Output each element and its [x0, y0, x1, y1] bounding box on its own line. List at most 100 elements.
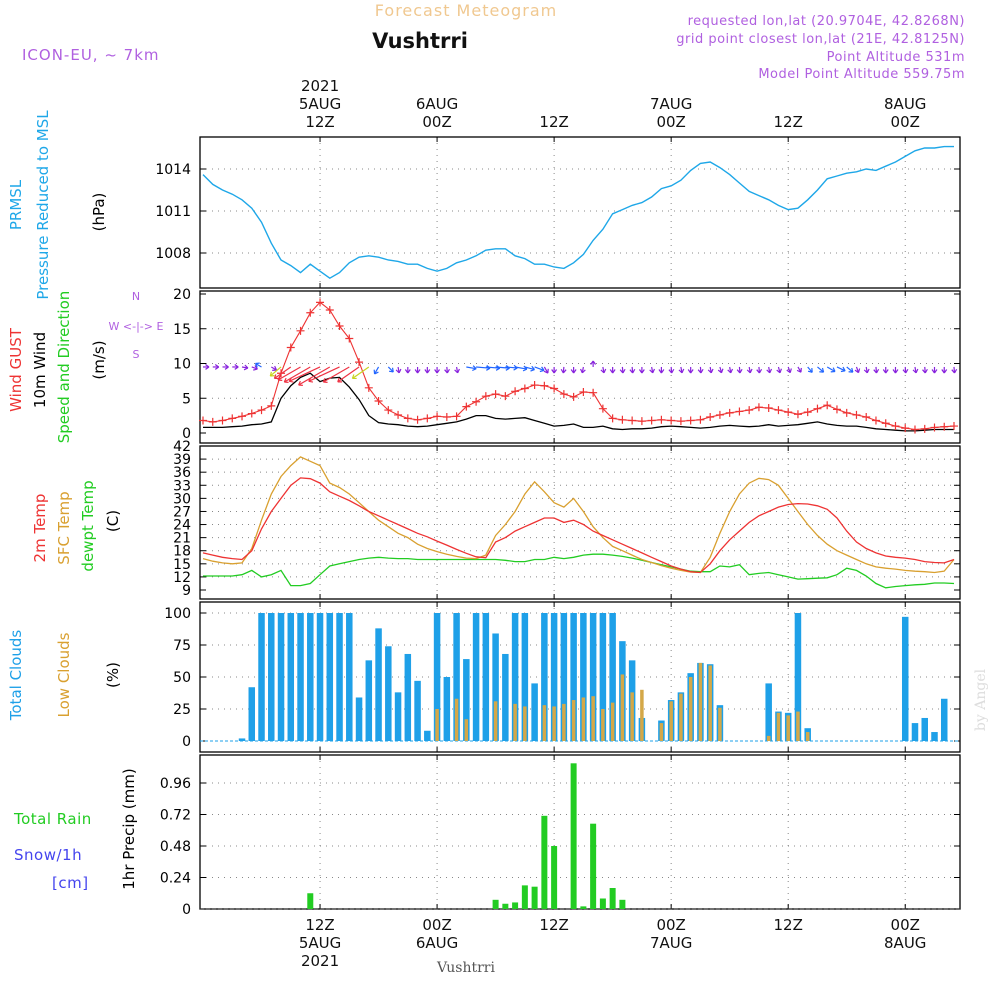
wind-gust-marker: [735, 407, 744, 416]
wind-gust-marker: [228, 414, 237, 423]
rain-bar: [609, 888, 616, 909]
wind-arrow-head: [902, 368, 909, 374]
wind-arrow-head: [848, 367, 854, 373]
wind-direction-arrow: [308, 366, 340, 382]
wind-direction-arrow: [836, 366, 846, 372]
wind-arrow-head: [539, 366, 545, 373]
low-cloud-bar: [805, 732, 810, 741]
total-cloud-bar: [599, 613, 607, 741]
wind-direction-arrow: [255, 362, 262, 368]
total-cloud-bar: [287, 613, 295, 741]
wind-gust-marker: [218, 416, 227, 425]
wind-gust-marker: [706, 413, 715, 422]
sfc-temp-line: [202, 456, 955, 574]
total-cloud-bar: [385, 646, 392, 741]
wind-gust-marker: [891, 422, 900, 431]
wind-direction-arrow: [284, 366, 311, 383]
wind-arrow-head: [766, 368, 773, 374]
top-time-label: 00Z: [422, 113, 451, 131]
wind-direction-arrow: [323, 366, 350, 383]
total-cloud-bar: [931, 732, 938, 741]
low-cloud-bar: [513, 703, 517, 741]
clouds-panel: 0 25 50 75 100: [164, 601, 961, 753]
wind-arrow-head: [224, 364, 229, 370]
bottom-time-label: 7AUG: [650, 934, 692, 952]
wind-gust-marker: [871, 416, 880, 425]
rain-bar: [521, 885, 528, 909]
low-cloud-bar: [796, 711, 800, 741]
wind-gust-marker: [374, 397, 383, 406]
wind-gust-marker: [774, 406, 783, 415]
bottom-time-label: 6AUG: [416, 934, 458, 952]
wind-arrow-head: [590, 360, 597, 365]
low-cloud-bar: [786, 715, 790, 741]
wind-arrow-head: [658, 369, 665, 374]
total-cloud-bar: [424, 730, 431, 741]
wind-gust-marker: [950, 422, 958, 431]
wind-arrow-head: [298, 380, 303, 386]
wind-gust-marker: [462, 402, 471, 411]
rain-bar: [502, 903, 509, 909]
location-title: Vushtrri: [372, 29, 468, 53]
wind-gust-marker: [208, 417, 217, 426]
wind-gust-marker: [325, 305, 334, 314]
wind-direction-arrow: [274, 366, 292, 379]
top-title: Forecast Meteogram: [375, 1, 557, 20]
total-cloud-bar: [355, 697, 363, 741]
wind-speed-line: [203, 372, 954, 432]
temperature-frame: [199, 445, 961, 600]
wind-direction-arrow: [476, 366, 491, 369]
wind-gust-marker: [394, 410, 403, 419]
wind-arrow-head: [854, 368, 861, 374]
wind-arrow-head: [277, 375, 283, 381]
wind-gust-marker: [501, 392, 510, 401]
wind-direction-arrow: [374, 366, 380, 375]
total-cloud-bar: [901, 616, 909, 741]
wind-arrow-head: [786, 368, 792, 374]
low-cloud-bar: [523, 706, 527, 741]
precip-panel: 0 0.24 0.48 0.72 0.96: [160, 754, 961, 918]
low-cloud-bar: [708, 665, 712, 741]
total-cloud-bar: [521, 613, 529, 741]
precip-units: 1hr Precip (mm): [120, 768, 138, 889]
y-tick-label: 0: [182, 902, 191, 918]
wind-gust-marker: [657, 415, 666, 424]
y-tick-label: 1008: [155, 246, 191, 262]
wind-arrow-head: [579, 368, 586, 374]
wind-direction-arrow: [277, 366, 301, 381]
top-time-label: 5AUG: [299, 95, 341, 113]
wind-gust-marker: [452, 412, 461, 421]
wind-arrow-head: [727, 368, 734, 374]
wind-arrow-head: [717, 368, 724, 374]
top-time-label: 00Z: [891, 113, 920, 131]
temp-2m-label: 2m Temp: [31, 494, 49, 563]
total-cloud-bar: [394, 692, 402, 741]
wind-gust-marker: [852, 410, 861, 419]
wind-arrow-head: [796, 367, 802, 373]
total-cloud-bar: [492, 633, 499, 741]
wind-gust-marker: [589, 388, 598, 397]
low-cloud-bar: [698, 662, 703, 741]
wind-arrow-head: [819, 367, 825, 373]
total-cloud-bar: [433, 613, 441, 741]
wind-arrow-head: [840, 366, 846, 373]
wind-direction-arrow: [298, 366, 331, 386]
wind-arrow-head: [404, 369, 411, 374]
wind-gust-marker: [579, 387, 588, 396]
wind-arrow-head: [243, 364, 249, 371]
pressure-grid: [200, 137, 960, 288]
wind-direction-arrow: [846, 366, 854, 373]
wind-gust-marker: [725, 408, 734, 417]
low-cloud-bar: [591, 696, 595, 741]
wind-direction-arrow: [387, 366, 394, 373]
compass-south: S: [133, 348, 140, 361]
wind-gust-marker: [433, 412, 442, 421]
wind-gust-marker: [306, 308, 315, 317]
y-tick-label: 33: [173, 478, 191, 494]
wind-gust-marker: [862, 413, 871, 422]
wind-gust-marker: [316, 298, 325, 307]
pressure-line: [202, 145, 954, 280]
low-cloud-bar: [581, 697, 586, 741]
y-tick-label: 0: [182, 426, 191, 442]
